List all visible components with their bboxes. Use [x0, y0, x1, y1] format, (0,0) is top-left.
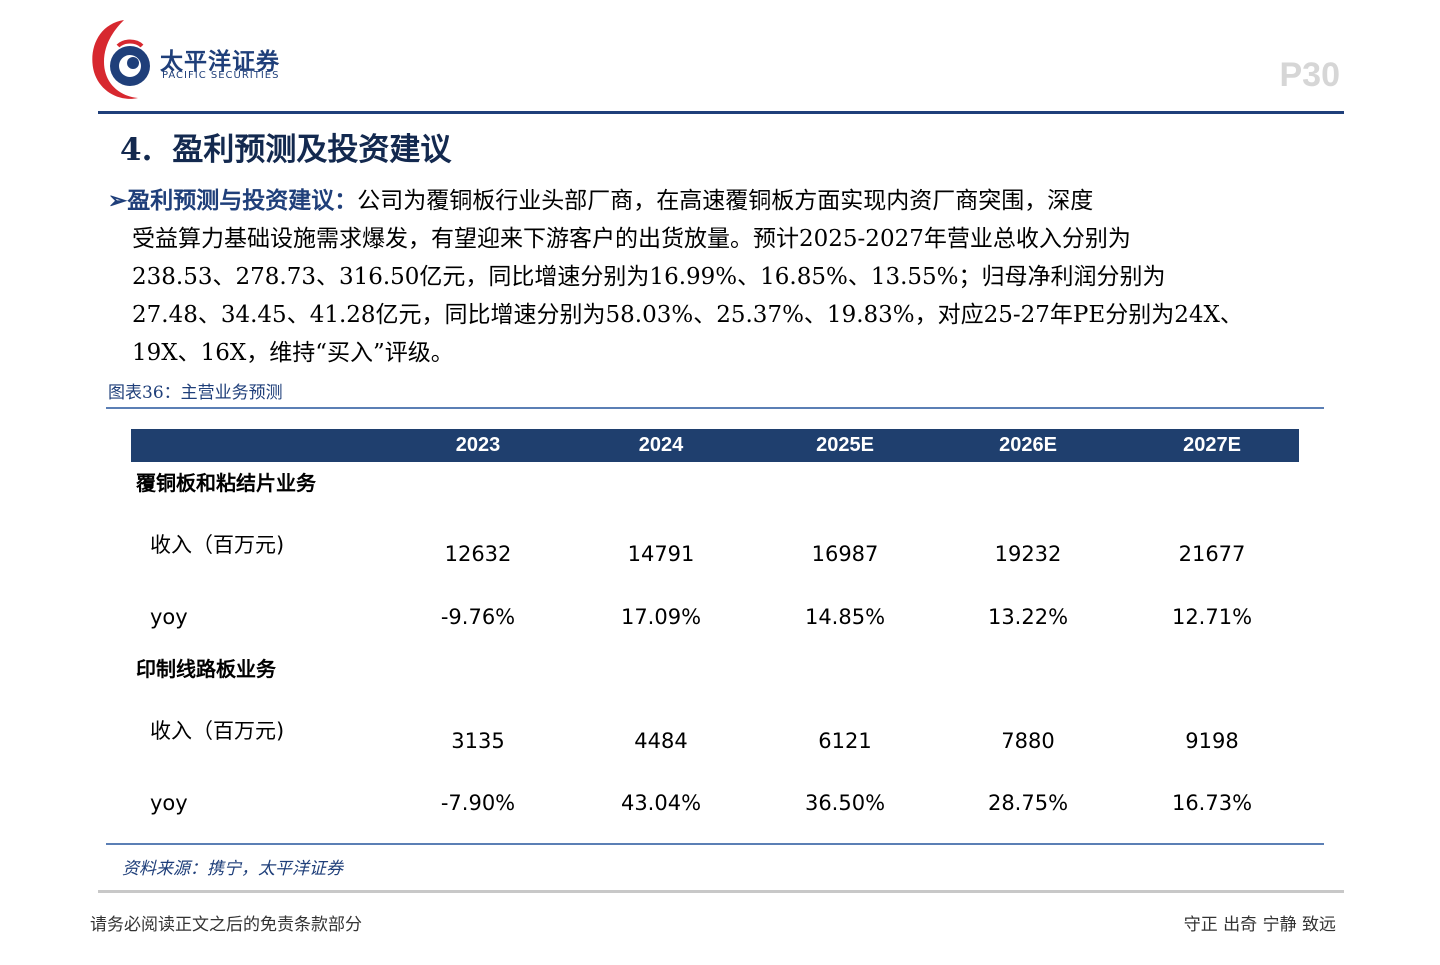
table-cell: 19232 [994, 542, 1062, 566]
table-cell: 9198 [1185, 729, 1239, 753]
table-cell: 7880 [1001, 729, 1055, 753]
table-cell: 43.04% [620, 791, 702, 815]
company-logo: 太平洋证券 PACIFIC SECURITIES [88, 16, 288, 104]
paragraph-line-5: 19X、16X，维持“买入”评级。 [132, 340, 454, 366]
header-divider [98, 111, 1344, 114]
column-header: 2024 [638, 434, 684, 456]
logo-english-name: PACIFIC SECURITIES [162, 70, 280, 81]
column-header: 2025E [816, 434, 874, 456]
table-header: 2023 2024 2025E 2026E 2027E [131, 429, 1299, 462]
pacific-logo-icon [92, 20, 150, 99]
group-title-ccl: 覆铜板和粘结片业务 [136, 471, 316, 495]
table-cell: 12632 [444, 542, 512, 566]
column-header: 2023 [455, 434, 501, 456]
section-number: 4. [120, 132, 153, 168]
page-number: P30 [1279, 56, 1341, 94]
figure-bottom-rule [106, 843, 1324, 845]
paragraph-line-4: 27.48、34.45、41.28亿元，同比增速分别为58.03%、25.37%… [132, 302, 1243, 328]
section-title-text: 盈利预测及投资建议 [172, 132, 452, 168]
table-cell: 6121 [818, 729, 872, 753]
table-cell: 4484 [634, 729, 688, 753]
row-label-revenue: 收入（百万元) [150, 719, 285, 743]
paragraph-line-2: 受益算力基础设施需求爆发，有望迎来下游客户的出货放量。预计2025-2027年营… [132, 226, 1131, 252]
paragraph-line-1: ➢盈利预测与投资建议：公司为覆铜板行业头部厂商，在高速覆铜板方面实现内资厂商突围… [108, 182, 1348, 220]
table-cell: -7.90% [440, 791, 516, 815]
column-header: 2026E [999, 434, 1057, 456]
bullet-arrow-icon: ➢ [108, 187, 128, 214]
figure-caption: 图表36：主营业务预测 [108, 383, 283, 403]
table-cell: 14791 [627, 542, 695, 566]
table-cell: -9.76% [440, 605, 516, 629]
logo-chinese-name: 太平洋证券 [160, 49, 280, 75]
table-cell: 28.75% [987, 791, 1069, 815]
paragraph-text: 公司为覆铜板行业头部厂商，在高速覆铜板方面实现内资厂商突围，深度 [357, 188, 1094, 214]
investment-paragraph: ➢盈利预测与投资建议：公司为覆铜板行业头部厂商，在高速覆铜板方面实现内资厂商突围… [108, 182, 1348, 372]
footer-divider [98, 890, 1344, 893]
section-title: 4. 盈利预测及投资建议 [120, 124, 451, 169]
company-motto: 守正 出奇 宁静 致远 [1183, 915, 1336, 935]
paragraph-line-3: 238.53、278.73、316.50亿元，同比增速分别为16.99%、16.… [132, 264, 1166, 290]
figure-top-rule [106, 407, 1324, 409]
row-label-yoy: yoy [150, 791, 188, 815]
column-header: 2027E [1183, 434, 1241, 456]
table-cell: 16987 [811, 542, 879, 566]
table-cell: 17.09% [620, 605, 702, 629]
group-title-pcb: 印制线路板业务 [136, 657, 276, 681]
table-cell: 36.50% [804, 791, 886, 815]
table-cell: 3135 [451, 729, 505, 753]
table-cell: 16.73% [1171, 791, 1253, 815]
row-label-revenue: 收入（百万元) [150, 533, 285, 557]
table-cell: 13.22% [987, 605, 1069, 629]
table-cell: 14.85% [804, 605, 886, 629]
table-cell: 21677 [1178, 542, 1246, 566]
row-label-yoy: yoy [150, 605, 188, 629]
paragraph-lead: 盈利预测与投资建议： [127, 187, 358, 214]
disclaimer-note: 请务必阅读正文之后的免责条款部分 [90, 915, 362, 935]
figure-source: 资料来源：携宁，太平洋证券 [122, 859, 343, 879]
table-cell: 12.71% [1171, 605, 1253, 629]
